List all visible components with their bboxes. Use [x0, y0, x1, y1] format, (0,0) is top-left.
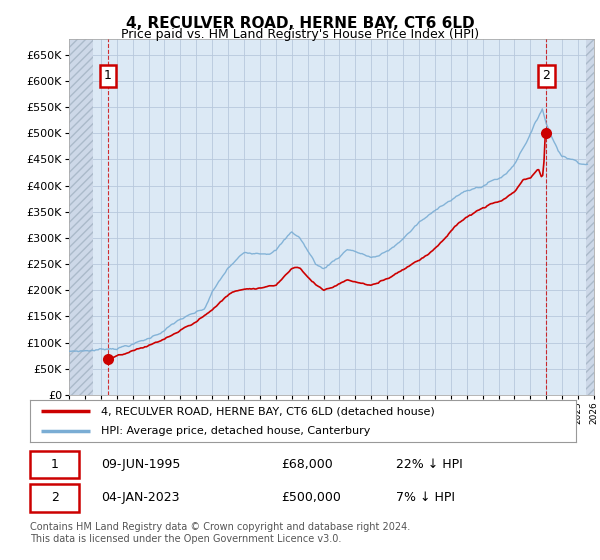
FancyBboxPatch shape — [30, 451, 79, 478]
Text: Contains HM Land Registry data © Crown copyright and database right 2024.
This d: Contains HM Land Registry data © Crown c… — [30, 522, 410, 544]
Text: 1: 1 — [50, 458, 59, 471]
FancyBboxPatch shape — [30, 484, 79, 511]
Text: 04-JAN-2023: 04-JAN-2023 — [101, 492, 179, 505]
Text: £500,000: £500,000 — [281, 492, 341, 505]
Text: 7% ↓ HPI: 7% ↓ HPI — [396, 492, 455, 505]
Bar — [586, 39, 594, 395]
Text: 2: 2 — [50, 492, 59, 505]
Bar — [69, 39, 93, 395]
Text: 09-JUN-1995: 09-JUN-1995 — [101, 458, 181, 471]
Text: HPI: Average price, detached house, Canterbury: HPI: Average price, detached house, Cant… — [101, 426, 370, 436]
Text: £68,000: £68,000 — [281, 458, 333, 471]
Text: 4, RECULVER ROAD, HERNE BAY, CT6 6LD: 4, RECULVER ROAD, HERNE BAY, CT6 6LD — [125, 16, 475, 31]
Text: 4, RECULVER ROAD, HERNE BAY, CT6 6LD (detached house): 4, RECULVER ROAD, HERNE BAY, CT6 6LD (de… — [101, 407, 435, 416]
Text: 22% ↓ HPI: 22% ↓ HPI — [396, 458, 463, 471]
Text: 1: 1 — [104, 69, 112, 82]
Text: 2: 2 — [542, 69, 550, 82]
Text: Price paid vs. HM Land Registry's House Price Index (HPI): Price paid vs. HM Land Registry's House … — [121, 28, 479, 41]
